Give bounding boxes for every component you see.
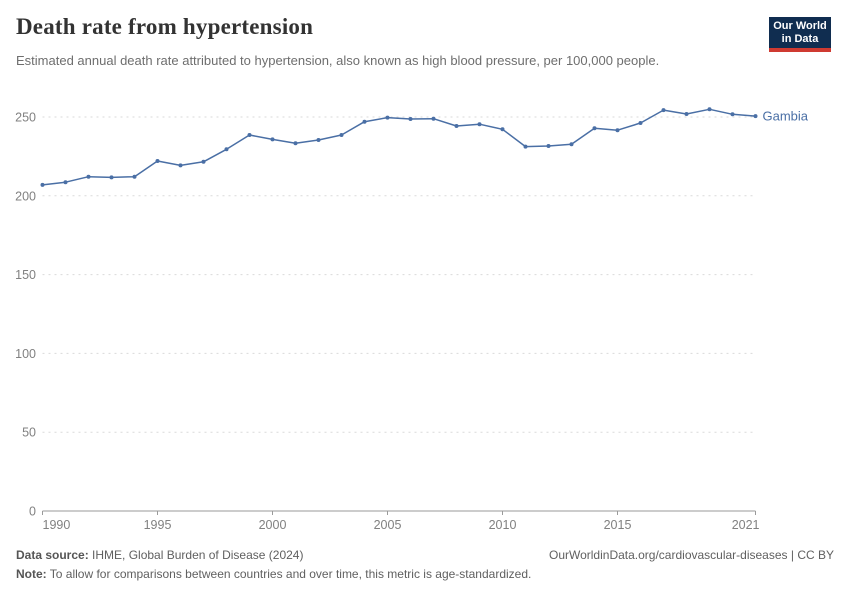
data-point — [523, 144, 528, 149]
data-point — [730, 112, 735, 117]
data-point — [270, 137, 275, 142]
chart-subtitle: Estimated annual death rate attributed t… — [16, 53, 660, 68]
owid-logo-line2: in Data — [781, 33, 819, 46]
data-point — [684, 112, 689, 116]
y-tick-label: 200 — [15, 189, 36, 203]
note-label: Note: — [16, 567, 47, 582]
x-tick-label: 2000 — [259, 518, 287, 532]
data-point — [86, 174, 91, 179]
data-point — [707, 107, 712, 112]
data-point — [40, 182, 45, 187]
data-point — [500, 127, 505, 132]
data-point — [316, 138, 321, 142]
data-point — [362, 119, 367, 124]
note-text: To allow for comparisons between countri… — [46, 567, 532, 582]
owid-logo-text: Our World in Data — [769, 17, 831, 49]
data-point — [569, 142, 574, 147]
page-title: Death rate from hypertension — [16, 14, 314, 39]
owid-logo[interactable]: Our World in Data — [769, 17, 831, 53]
data-point — [109, 175, 114, 180]
y-tick-label: 250 — [15, 111, 36, 125]
data-source-text: IHME, Global Burden of Disease (2024) — [88, 548, 304, 562]
data-point — [454, 124, 459, 128]
data-point — [638, 121, 643, 125]
data-point — [431, 116, 436, 121]
data-point — [385, 115, 390, 120]
x-tick-label: 2010 — [489, 518, 517, 532]
line-chart: 0 50 100 150 200 250 1990 1995 2000 2005 2010 2015 2… — [15, 107, 809, 532]
data-point — [592, 126, 597, 131]
data-point — [201, 159, 206, 164]
chart-footer: Data source: IHME, Global Burden of Dise… — [16, 546, 834, 584]
data-point — [408, 117, 413, 121]
data-point — [477, 122, 482, 127]
data-source: Data source: IHME, Global Burden of Dise… — [16, 546, 303, 565]
y-tick-label: 150 — [15, 268, 36, 282]
data-point — [615, 128, 620, 133]
x-tick-label: 2021 — [732, 518, 760, 532]
y-tick-label: 100 — [15, 347, 36, 361]
x-tick-label: 2005 — [374, 518, 402, 532]
owid-citation-link[interactable]: OurWorldinData.org/cardiovascular-diseas… — [548, 548, 834, 562]
data-point — [293, 141, 298, 146]
y-tick-label: 50 — [22, 426, 36, 440]
owid-logo-line1: Our World — [773, 20, 827, 32]
entity-label: Gambia — [763, 109, 809, 124]
note: Note: To allow for comparisons between c… — [16, 567, 531, 581]
x-tick-label: 1990 — [43, 518, 71, 532]
owid-logo-redbar — [769, 48, 831, 53]
data-point — [546, 144, 551, 148]
series-line — [41, 108, 757, 186]
data-point — [63, 180, 68, 185]
data-point — [247, 133, 252, 137]
x-tick-label: 1995 — [144, 518, 172, 532]
data-point — [661, 108, 666, 113]
data-point — [132, 174, 137, 179]
data-point — [339, 133, 344, 137]
x-tick-label: 2015 — [604, 518, 632, 532]
data-source-label: Data source: — [16, 548, 89, 562]
data-point — [753, 114, 758, 119]
data-point — [155, 159, 160, 163]
data-point — [178, 163, 183, 168]
y-tick-label: 0 — [29, 505, 36, 519]
data-point — [224, 147, 229, 152]
